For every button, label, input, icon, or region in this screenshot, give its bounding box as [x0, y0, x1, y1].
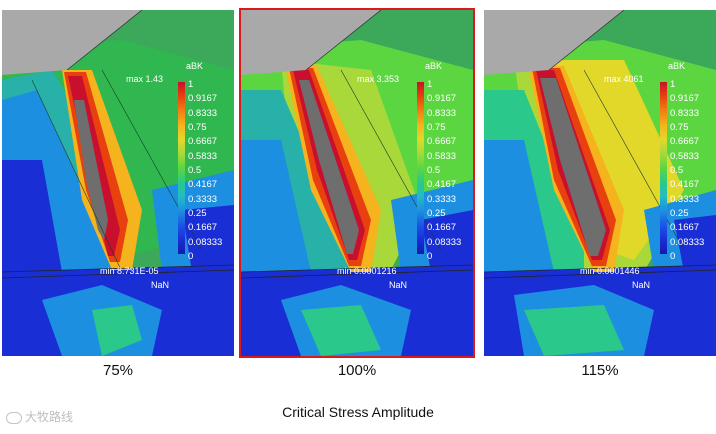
contour-panel-75: aBK max 1.43 1 0.9167 0.8333 0.75 0.6667 0.58… [2, 10, 234, 356]
contour-plot-115 [484, 10, 716, 356]
contour-panel-100: aBK max 3.353 1 0.9167 0.8333 0.75 0.6667 0.5… [239, 8, 475, 358]
panel-caption-115: 115% [581, 362, 619, 379]
panel-caption-75: 75% [102, 362, 134, 379]
watermark-logo-icon [6, 411, 22, 424]
contour-panel-115: aBK max 4061 1 0.9167 0.8333 0.75 0.6667 0.58… [484, 10, 716, 356]
watermark: 大牧路线 [6, 408, 73, 425]
contour-plot-75 [2, 10, 234, 356]
contour-plot-100 [241, 10, 473, 356]
panel-caption-100: 100% [337, 362, 377, 379]
figure-title: Critical Stress Amplitude [282, 404, 434, 420]
watermark-text: 大牧路线 [25, 410, 74, 424]
